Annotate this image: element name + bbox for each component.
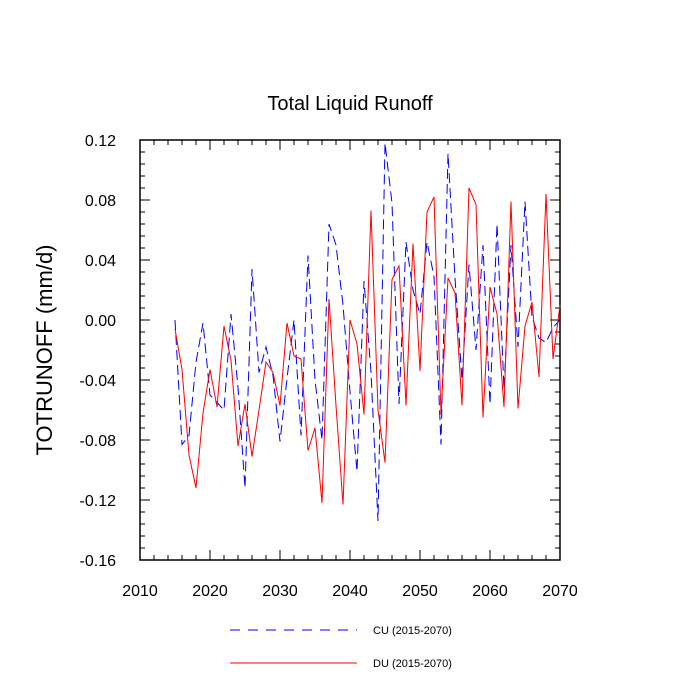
x-tick-label: 2050 <box>402 583 438 600</box>
y-tick-label: -0.16 <box>80 553 117 570</box>
y-tick-label: 0.12 <box>85 133 116 150</box>
y-tick-label: 0.00 <box>85 313 116 330</box>
series-line-cu <box>174 142 561 522</box>
x-tick-label: 2030 <box>262 583 298 600</box>
series-line-du <box>174 187 561 505</box>
plot-frame <box>139 139 561 561</box>
x-tick-label: 2040 <box>332 583 368 600</box>
legend-label-cu: CU (2015-2070) <box>373 625 452 637</box>
y-tick-label: 0.08 <box>85 193 116 210</box>
x-tick-label: 2020 <box>192 583 228 600</box>
y-tick-label: -0.12 <box>80 493 117 510</box>
chart-title: Total Liquid Runoff <box>267 93 433 115</box>
legend-label-du: DU (2015-2070) <box>373 658 452 670</box>
x-tick-label: 2060 <box>472 583 508 600</box>
y-axis-label: TOTRUNOFF (mm/d) <box>32 244 57 455</box>
y-tick-label: -0.08 <box>80 433 117 450</box>
plot-area: 2010 2020 2030 2040 2050 2060 2070 -0.16 -0.12 -0… <box>80 133 578 600</box>
legend: CU (2015-2070) DU (2015-2070) <box>230 625 452 670</box>
y-tick-label: -0.04 <box>80 373 117 390</box>
y-tick-label: 0.04 <box>85 253 116 270</box>
x-tick-label: 2070 <box>542 583 578 600</box>
x-tick-label: 2010 <box>122 583 158 600</box>
